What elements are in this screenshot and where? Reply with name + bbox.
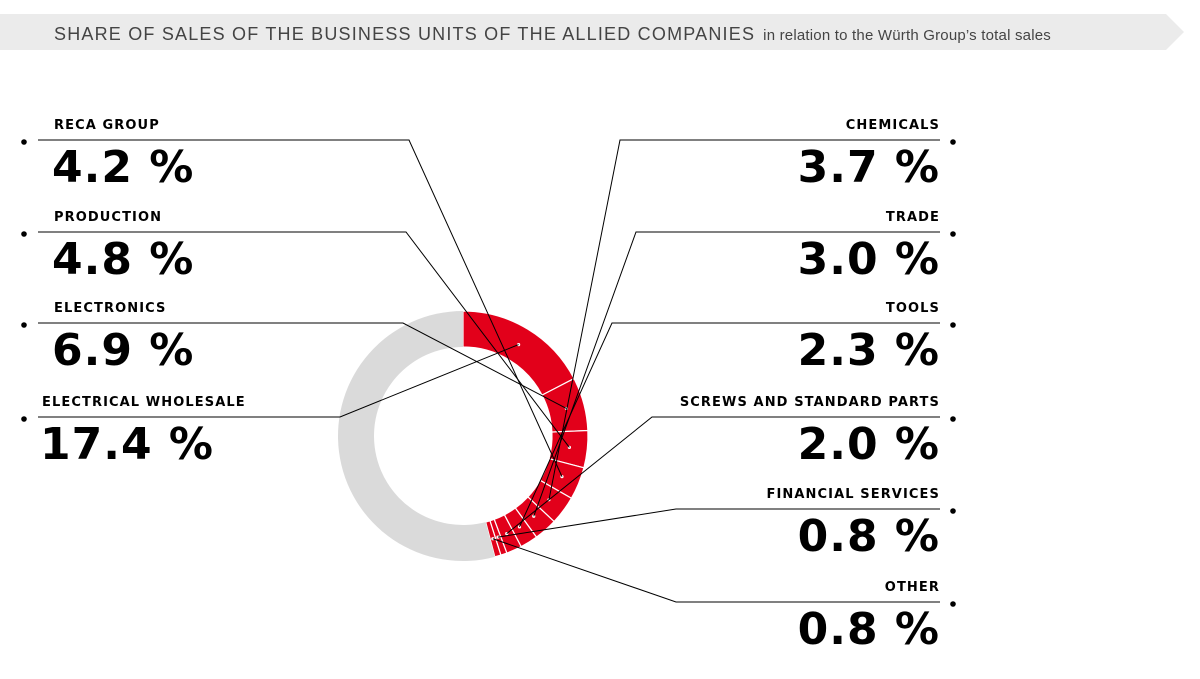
- chart-title: SHARE OF SALES OF THE BUSINESS UNITS OF …: [54, 24, 756, 44]
- header-banner: SHARE OF SALES OF THE BUSINESS UNITS OF …: [0, 0, 1200, 70]
- chart-title-row: SHARE OF SALES OF THE BUSINESS UNITS OF …: [54, 24, 1051, 45]
- value-electronics: 6.9 %: [52, 325, 195, 376]
- leader-line-other: [492, 538, 940, 603]
- chart-subtitle: in relation to the Würth Group’s total s…: [763, 27, 1051, 44]
- bullet-chemicals: [950, 139, 956, 145]
- value-tools: 2.3 %: [797, 325, 940, 376]
- label-production: PRODUCTION: [54, 210, 163, 225]
- value-reca-group: 4.2 %: [52, 142, 195, 193]
- leader-line-screws-and-standard-parts: [506, 416, 940, 535]
- value-chemicals: 3.7 %: [797, 142, 940, 193]
- label-other: OTHER: [884, 580, 940, 595]
- value-production: 4.8 %: [52, 234, 195, 285]
- bullet-other: [950, 601, 956, 607]
- value-other: 0.8 %: [797, 604, 940, 655]
- bullet-tools: [950, 322, 956, 328]
- label-chemicals: CHEMICALS: [845, 118, 940, 133]
- label-screws-and-standard-parts: SCREWS AND STANDARD PARTS: [679, 395, 940, 410]
- leader-line-reca-group: [38, 139, 563, 477]
- value-trade: 3.0 %: [797, 234, 940, 285]
- slice-electrical-wholesale: [462, 310, 575, 396]
- leader-line-chemicals: [548, 139, 940, 500]
- slice-dot-financial-services: [496, 535, 500, 539]
- bullet-electrical-wholesale: [21, 416, 27, 422]
- label-tools: TOOLS: [885, 301, 940, 316]
- bullet-financial-services: [950, 508, 956, 514]
- value-financial-services: 0.8 %: [797, 511, 940, 562]
- leader-line-production: [38, 231, 570, 448]
- label-trade: TRADE: [885, 210, 940, 225]
- bullet-screws-and-standard-parts: [950, 416, 956, 422]
- value-electrical-wholesale: 17.4 %: [40, 419, 214, 470]
- banner-background: [0, 14, 1184, 50]
- bullet-trade: [950, 231, 956, 237]
- slice-remainder: [338, 311, 495, 561]
- bullet-reca-group: [21, 139, 27, 145]
- label-financial-services: FINANCIAL SERVICES: [766, 487, 940, 502]
- leader-line-financial-services: [497, 508, 940, 538]
- bullet-electronics: [21, 322, 27, 328]
- leader-line-electrical-wholesale: [38, 344, 519, 418]
- label-electrical-wholesale: ELECTRICAL WHOLESALE: [42, 395, 246, 410]
- bullet-production: [21, 231, 27, 237]
- label-electronics: ELECTRONICS: [54, 301, 167, 316]
- leader-line-tools: [519, 322, 940, 528]
- leader-line-electronics: [38, 322, 567, 409]
- value-screws-and-standard-parts: 2.0 %: [797, 419, 940, 470]
- label-reca-group: RECA GROUP: [54, 118, 160, 133]
